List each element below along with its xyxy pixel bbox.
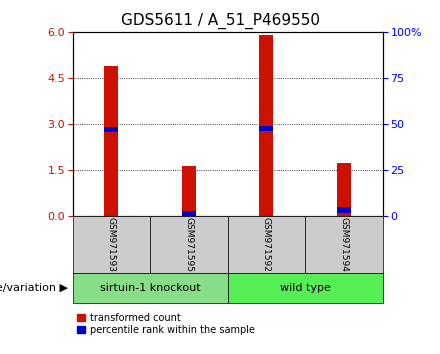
Text: GSM971595: GSM971595 <box>184 217 194 272</box>
Legend: transformed count, percentile rank within the sample: transformed count, percentile rank withi… <box>77 313 255 335</box>
Text: GSM971594: GSM971594 <box>340 217 348 272</box>
Bar <box>104 127 118 132</box>
Bar <box>337 207 351 212</box>
Bar <box>73 273 228 303</box>
Bar <box>305 216 383 273</box>
Bar <box>228 216 305 273</box>
Text: genotype/variation ▶: genotype/variation ▶ <box>0 282 68 293</box>
Bar <box>260 126 273 131</box>
Text: GSM971592: GSM971592 <box>262 217 271 272</box>
Bar <box>260 35 273 216</box>
Bar <box>182 211 196 216</box>
Bar <box>228 273 383 303</box>
Text: wild type: wild type <box>280 282 331 293</box>
Bar <box>73 216 150 273</box>
Text: GSM971593: GSM971593 <box>107 217 116 272</box>
Bar <box>182 166 196 216</box>
Bar <box>104 65 118 216</box>
Text: sirtuin-1 knockout: sirtuin-1 knockout <box>100 282 201 293</box>
Text: GDS5611 / A_51_P469550: GDS5611 / A_51_P469550 <box>121 12 319 29</box>
Bar <box>150 216 228 273</box>
Bar <box>337 163 351 216</box>
